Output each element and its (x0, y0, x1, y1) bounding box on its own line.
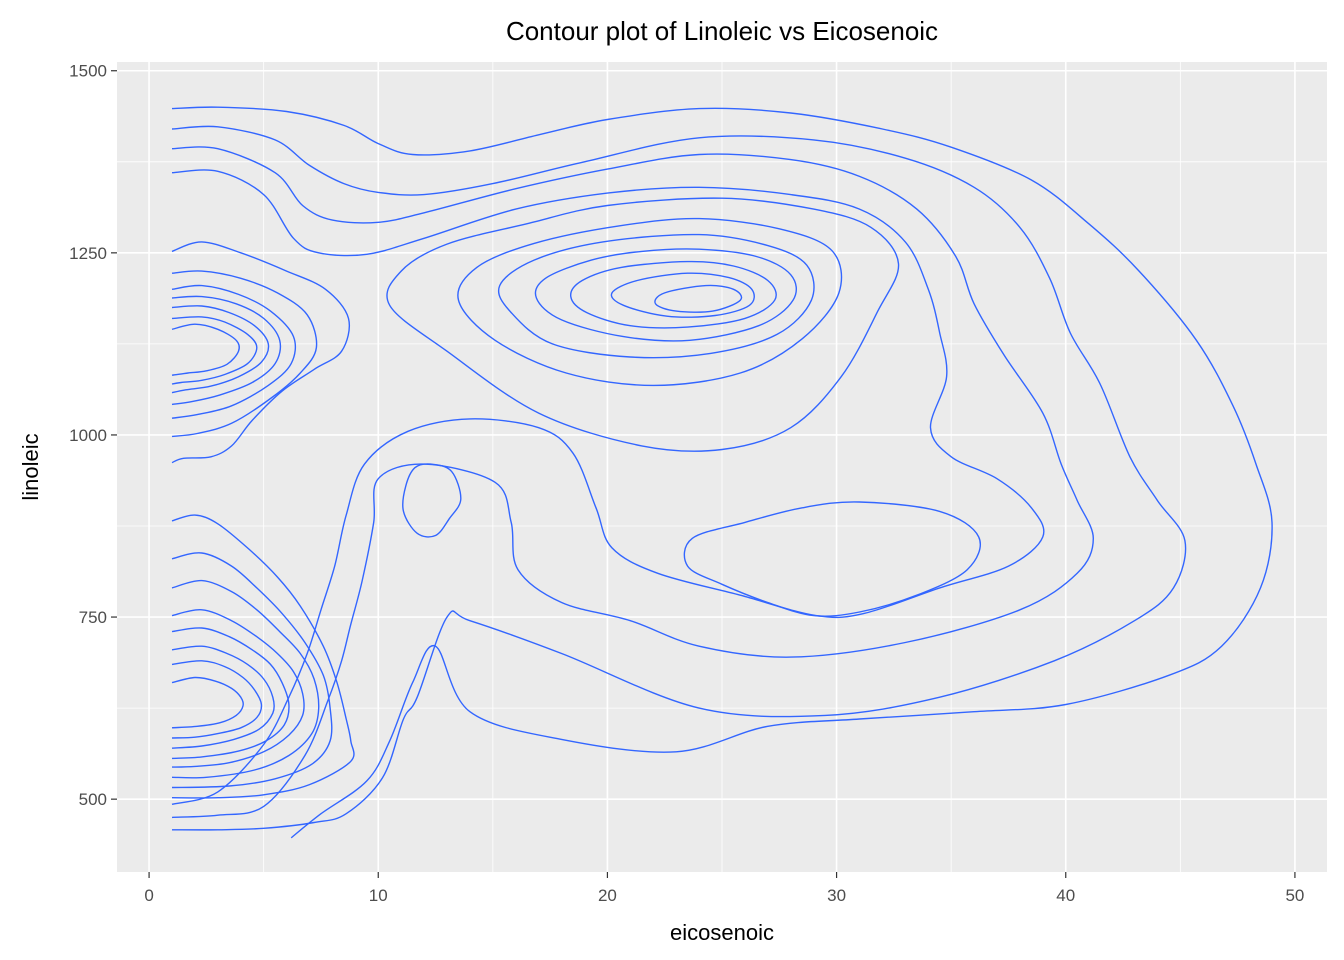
contour-line (683, 501, 981, 617)
y-tick-label: 1500 (69, 62, 107, 81)
contour-line (171, 316, 258, 385)
x-axis-ticks: 0 10 20 30 40 50 (144, 872, 1304, 905)
contour-line (570, 260, 777, 329)
contour-line (171, 609, 305, 768)
contour-line (171, 305, 270, 394)
x-tick-label: 30 (827, 886, 846, 905)
contour-line (457, 217, 843, 387)
contour-line (402, 463, 462, 538)
x-tick-label: 50 (1285, 886, 1304, 905)
contour-line (171, 552, 333, 789)
contour-line (610, 272, 755, 318)
x-axis-title: eicosenoic (670, 920, 774, 945)
contour-line (171, 514, 355, 799)
contour-line (171, 660, 263, 739)
contour-line (171, 295, 282, 406)
contour-line (171, 125, 1187, 831)
y-tick-label: 500 (79, 790, 107, 809)
contour-line (497, 233, 815, 359)
contour-line (171, 106, 1273, 839)
x-tick-label: 20 (598, 886, 617, 905)
chart-title: Contour plot of Linoleic vs Eicosenoic (506, 16, 938, 46)
y-tick-label: 750 (79, 608, 107, 627)
contour-lines (171, 106, 1273, 839)
contour-line (171, 146, 1094, 819)
contour-line (171, 169, 1045, 805)
y-axis-title: linoleic (18, 433, 43, 500)
contour-line (171, 270, 318, 438)
x-tick-label: 40 (1056, 886, 1075, 905)
y-axis-ticks: 500 750 1000 1250 1500 (69, 62, 117, 809)
contour-line (171, 645, 275, 749)
contour-line (171, 323, 241, 376)
contour-line (171, 284, 297, 419)
x-tick-label: 10 (369, 886, 388, 905)
major-gridlines (117, 62, 1327, 872)
y-tick-label: 1250 (69, 244, 107, 263)
y-tick-label: 1000 (69, 426, 107, 445)
contour-line (654, 284, 743, 313)
contour-line (534, 248, 797, 342)
x-tick-label: 0 (144, 886, 153, 905)
contour-line (386, 197, 900, 452)
contour-line (171, 676, 244, 729)
contour-line (171, 579, 320, 779)
minor-gridlines (117, 62, 1327, 872)
contour-line (171, 241, 351, 464)
contour-line (171, 627, 290, 760)
